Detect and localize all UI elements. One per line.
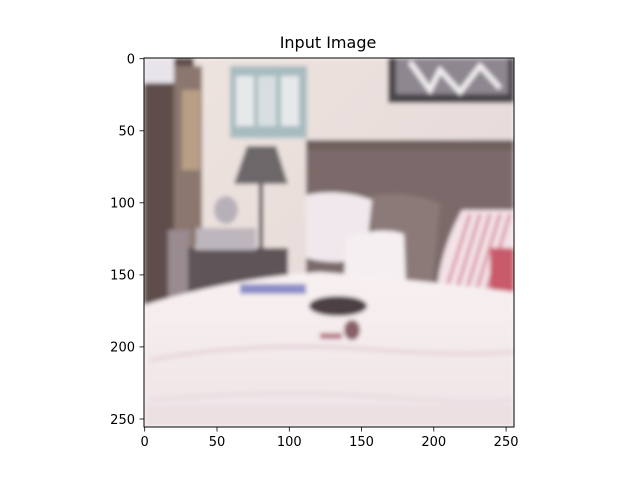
x-tick-label: 100: [277, 435, 302, 450]
y-tick-label: 250: [110, 413, 135, 428]
x-axis: 0 50 100 150 200 250: [141, 427, 519, 450]
y-tick-label: 0: [127, 53, 135, 68]
y-tick-label: 150: [110, 269, 135, 284]
x-tick-label: 50: [209, 435, 226, 450]
bedroom-photo: [144, 58, 514, 427]
y-tick-label: 50: [118, 125, 135, 140]
y-axis: 0 50 100 150 200 250: [110, 53, 144, 428]
chart-title: Input Image: [279, 33, 377, 52]
y-tick-label: 200: [110, 341, 135, 356]
x-tick-label: 250: [494, 435, 519, 450]
x-tick-label: 150: [349, 435, 374, 450]
x-tick-label: 200: [421, 435, 446, 450]
x-tick-label: 0: [141, 435, 149, 450]
axes-frame: [143, 57, 515, 428]
y-tick-label: 100: [110, 197, 135, 212]
